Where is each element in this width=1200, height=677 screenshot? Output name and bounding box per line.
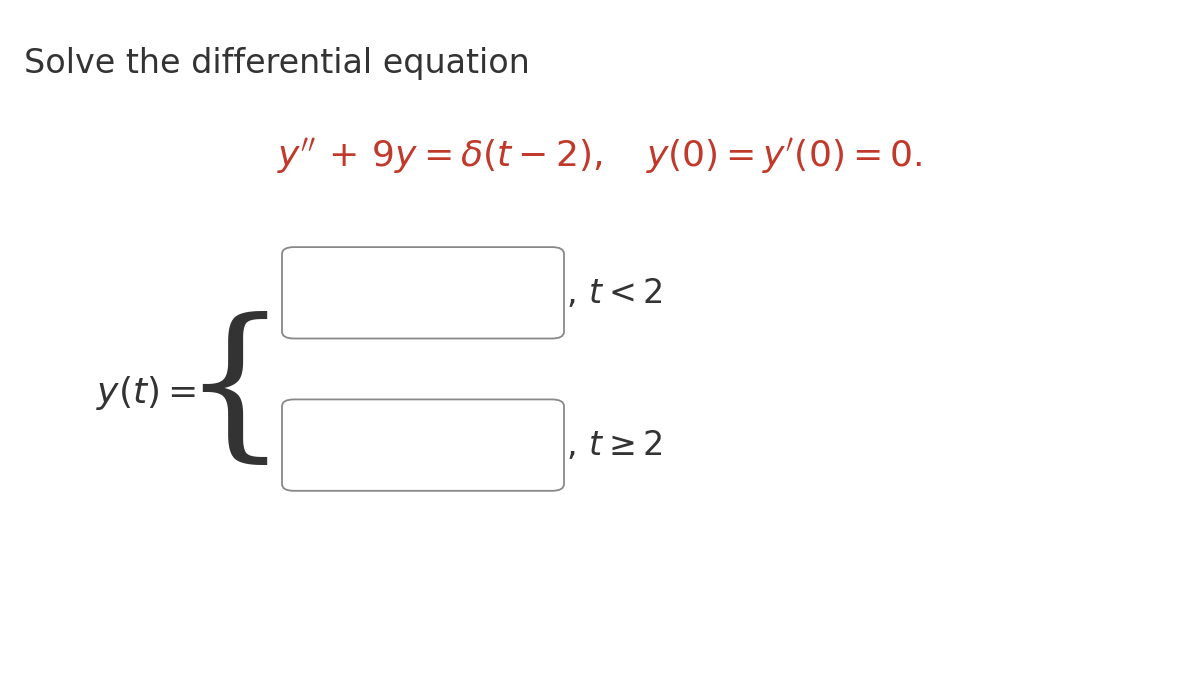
Text: $y(t) =$: $y(t) =$ <box>96 374 196 412</box>
Text: $,\,t \geq 2$: $,\,t \geq 2$ <box>566 429 662 462</box>
Text: $y''\,+\,9y = \delta(t-2),\quad y(0) = y'(0) = 0.$: $y''\,+\,9y = \delta(t-2),\quad y(0) = y… <box>277 136 923 175</box>
Text: {: { <box>181 312 287 473</box>
FancyBboxPatch shape <box>282 247 564 338</box>
FancyBboxPatch shape <box>282 399 564 491</box>
Text: $,\,t < 2$: $,\,t < 2$ <box>566 277 662 309</box>
Text: Solve the differential equation: Solve the differential equation <box>24 47 530 81</box>
